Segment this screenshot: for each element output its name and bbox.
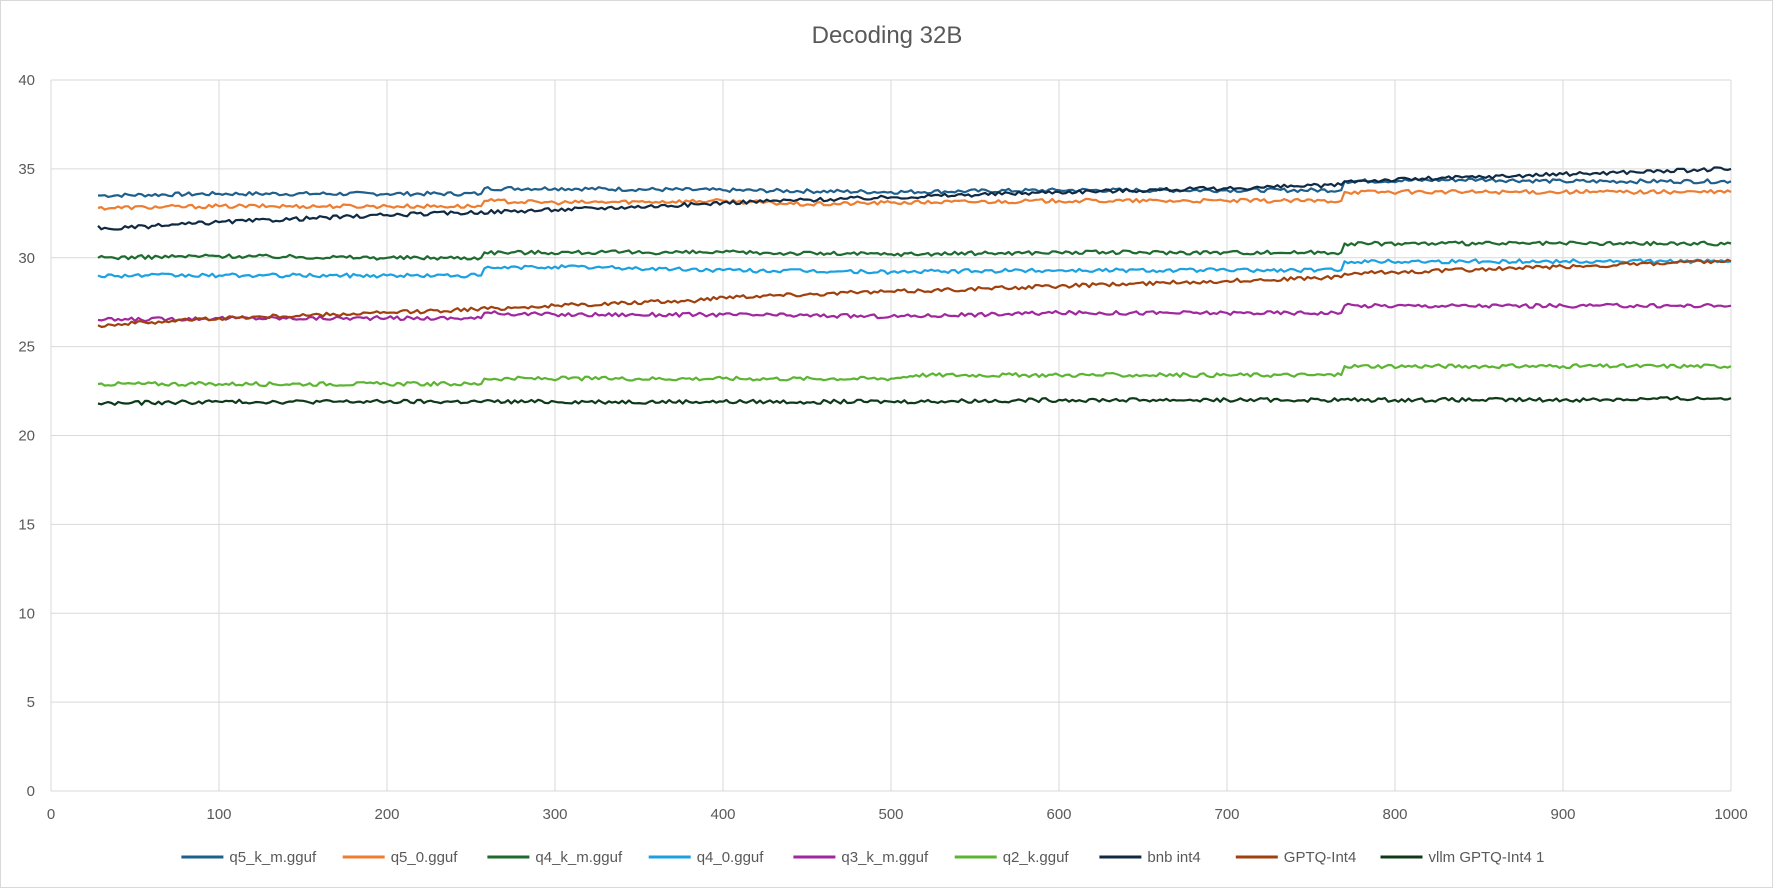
x-tick-label: 900 — [1550, 806, 1575, 823]
legend: q5_k_m.gguf q5_0.gguf q4_k_m.gguf q4_0.gguf… — [181, 849, 1544, 866]
x-tick-label: 800 — [1382, 806, 1407, 823]
series-layer — [97, 166, 1732, 406]
series-line-bnb-int4 — [97, 166, 1732, 231]
legend-label: vllm GPTQ-Int4 1 — [1429, 849, 1545, 866]
legend-label: GPTQ-Int4 — [1284, 849, 1357, 866]
x-tick-label: 1000 — [1714, 806, 1747, 823]
legend-label: q4_k_m.gguf — [535, 849, 623, 866]
x-tick-label: 200 — [374, 806, 399, 823]
legend-label: q2_k.gguf — [1003, 849, 1070, 866]
x-tick-label: 700 — [1214, 806, 1239, 823]
series-line-q5-k-m-gguf — [98, 177, 1732, 198]
y-tick-label: 25 — [18, 339, 35, 356]
series-line-gptq-int4 — [97, 258, 1732, 328]
x-tick-label: 300 — [542, 806, 567, 823]
series-line-q3-k-m-gguf — [97, 302, 1732, 323]
series-line-q4-k-m-gguf — [97, 240, 1732, 261]
x-tick-label: 0 — [47, 806, 55, 823]
y-tick-label: 35 — [18, 161, 35, 178]
y-tick-label: 5 — [27, 694, 35, 711]
series-line-q5-0-gguf — [97, 188, 1732, 211]
y-tick-label: 15 — [18, 516, 35, 533]
legend-label: bnb int4 — [1147, 849, 1200, 866]
legend-label: q4_0.gguf — [697, 849, 765, 866]
series-line-q2-k-gguf — [97, 363, 1732, 387]
x-tick-label: 100 — [206, 806, 231, 823]
y-tick-label: 30 — [18, 250, 35, 267]
x-tick-label: 500 — [878, 806, 903, 823]
chart-title: Decoding 32B — [812, 22, 963, 49]
y-tick-label: 10 — [18, 605, 35, 622]
y-tick-label: 0 — [27, 783, 35, 800]
y-tick-label: 40 — [18, 72, 35, 89]
legend-label: q5_k_m.gguf — [229, 849, 317, 866]
legend-label: q5_0.gguf — [391, 849, 459, 866]
x-tick-label: 600 — [1046, 806, 1071, 823]
grid-layer — [50, 79, 1732, 792]
series-line-q4-0-gguf — [97, 258, 1732, 279]
y-tick-label: 20 — [18, 428, 35, 445]
legend-label: q3_k_m.gguf — [841, 849, 929, 866]
x-tick-label: 400 — [710, 806, 735, 823]
series-line-vllm-gptq-int4-1 — [97, 395, 1732, 406]
